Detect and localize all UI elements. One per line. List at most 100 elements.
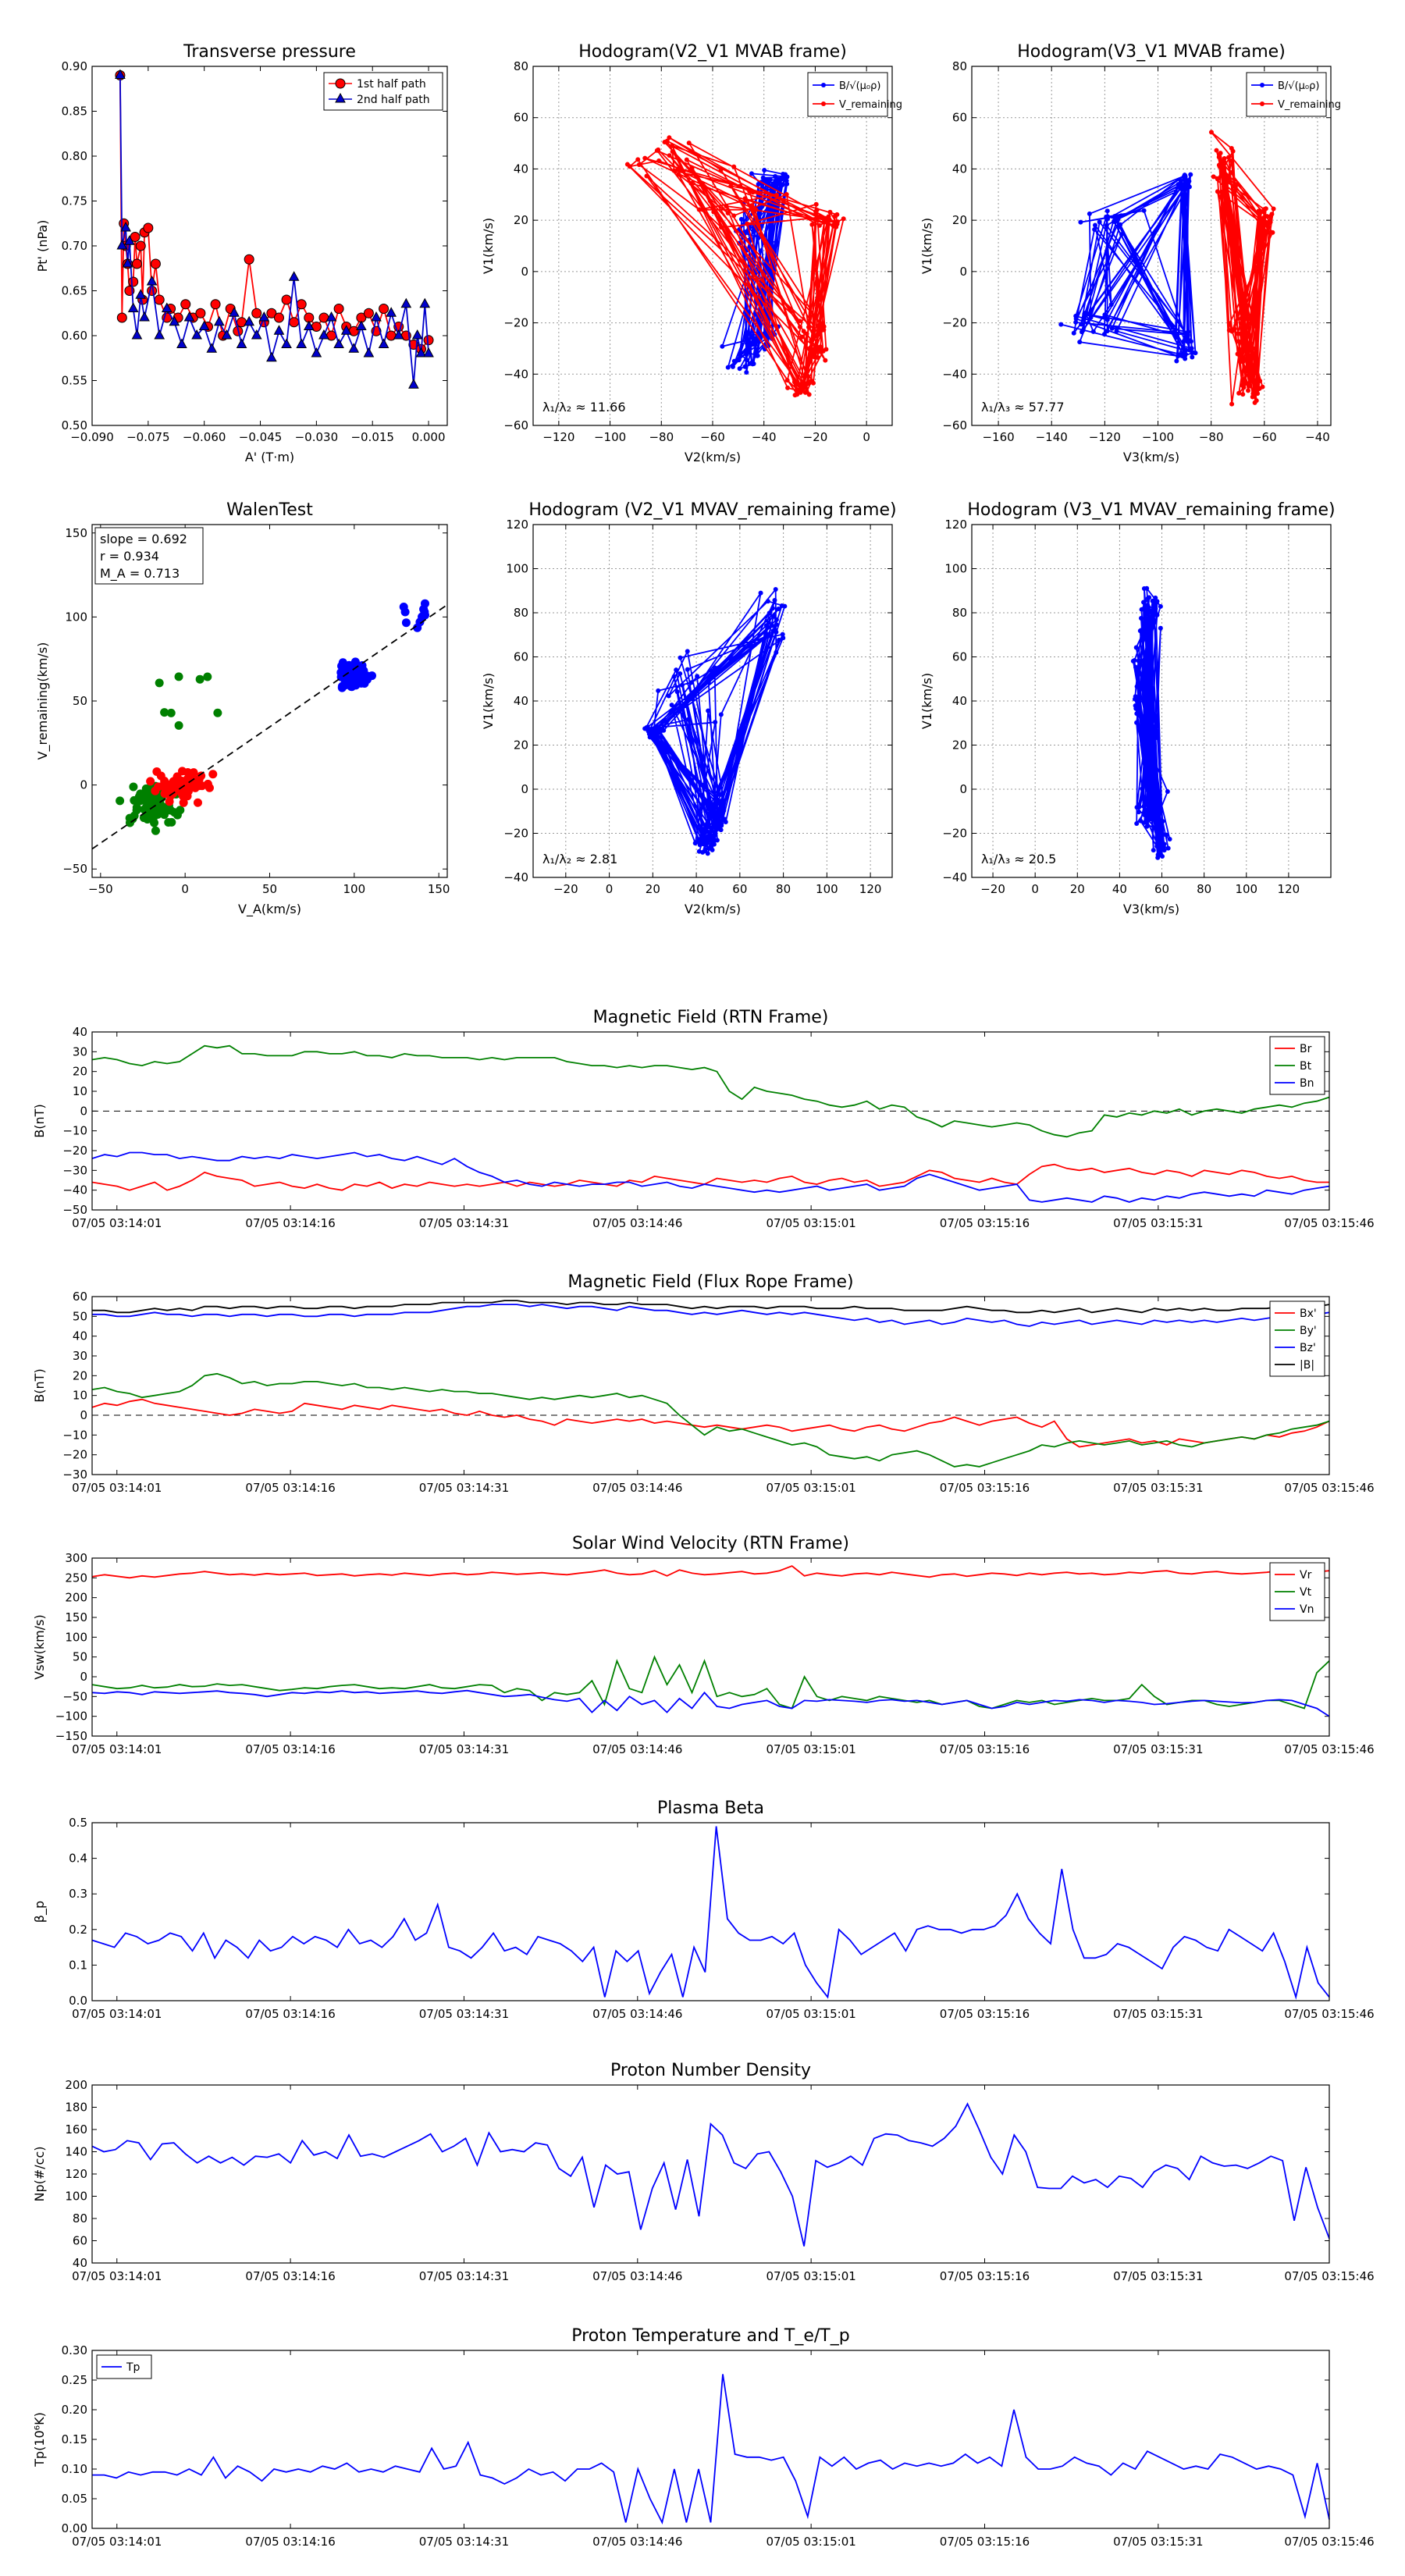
stats-text: M_A = 0.713 (100, 566, 180, 582)
y-tick-label: 100 (506, 562, 528, 576)
h1-v-point (724, 203, 729, 208)
h1-v-point (667, 135, 672, 141)
h2-v-point (1232, 183, 1238, 189)
pt-triangle-point (348, 343, 360, 353)
h4-b-point (1147, 737, 1153, 742)
x-tick-label: −60 (700, 430, 725, 444)
pt-triangle-point (135, 289, 147, 299)
h1-v-point (676, 172, 681, 177)
time-tick-label: 07/05 03:14:46 (592, 1216, 682, 1230)
y-tick-label: 10 (73, 1084, 87, 1098)
h2-b-point (1079, 322, 1084, 327)
pt-triangle-point (191, 329, 202, 340)
y-axis-label: V1(km/s) (919, 673, 934, 729)
y-tick-label: 150 (65, 526, 87, 540)
walen-point-red (190, 781, 200, 791)
h1-b-point (744, 369, 749, 375)
h4-b-point (1138, 628, 1144, 633)
y-tick-label: 30 (73, 1349, 87, 1363)
h2-b-point (1097, 219, 1102, 225)
h1-v-point (806, 324, 812, 329)
h4-b-point (1145, 624, 1151, 630)
time-tick-label: 07/05 03:15:01 (766, 2535, 855, 2549)
walen-point-green (166, 708, 176, 717)
walen-point-blue (401, 618, 411, 628)
x-tick-label: −50 (88, 882, 113, 896)
h4-b-point (1151, 598, 1157, 603)
pt-triangle-point (115, 69, 126, 79)
h3-b-point (716, 818, 721, 824)
h4-b-point (1133, 645, 1139, 650)
h2-v-point (1222, 175, 1227, 180)
h1-b-point (758, 248, 763, 254)
h1-b-point (744, 352, 749, 358)
walen-point-red (151, 786, 160, 795)
h1-b-point (731, 358, 737, 364)
h1-b-point (737, 366, 742, 372)
h3-b-point (772, 598, 777, 603)
h2-v-point (1229, 401, 1235, 407)
h1-b-point (744, 358, 749, 363)
h4-b-point (1133, 706, 1139, 711)
h1-b-point (774, 185, 780, 190)
time-tick-label: 07/05 03:15:31 (1113, 2269, 1203, 2283)
y-tick-label: 0.5 (69, 1816, 87, 1830)
h1-b-point (738, 216, 744, 222)
h1-v-point (809, 337, 814, 343)
chart-h2: −60 −40 −20 0 20 40 60 80 −160 −140 −120 −100 −80 −60… (942, 59, 1341, 444)
walen-point-blue (344, 660, 354, 670)
walen-point-green (155, 678, 164, 688)
time-tick-label: 07/05 03:14:01 (72, 2535, 162, 2549)
time-tick-label: 07/05 03:15:01 (766, 2007, 855, 2021)
h2-v-point (1229, 145, 1234, 151)
h1-v-point (784, 191, 789, 197)
h1-v-point (831, 222, 836, 228)
walen-point-green (213, 708, 222, 717)
h3-b-point (774, 617, 779, 622)
time-tick-label: 07/05 03:14:01 (72, 1481, 162, 1495)
h4-b-point (1158, 625, 1163, 631)
legend-marker (821, 101, 826, 106)
x-tick-label: 0 (1031, 882, 1039, 896)
series-By' (91, 1372, 1330, 1468)
pt-circle-point (131, 258, 142, 269)
x-tick-label: 0 (181, 882, 189, 896)
y-tick-label: 20 (952, 738, 967, 753)
walen-point-blue (419, 604, 429, 614)
walen-point-green (150, 795, 159, 805)
h1-v-point (664, 138, 670, 144)
h3-b-point (706, 708, 711, 713)
h2-v-point (1255, 391, 1261, 397)
h4-b-point (1134, 821, 1140, 827)
walen-point-green (151, 826, 160, 835)
h2-v-point (1241, 385, 1247, 390)
eigenvalue-ratio: λ₁/λ₂ ≈ 11.66 (542, 400, 626, 415)
h3-b-point (710, 802, 716, 807)
y-tick-label: 40 (73, 2256, 87, 2270)
h3-b-point (710, 847, 715, 852)
h4-b-point (1148, 799, 1154, 805)
pt-circle-point (281, 294, 292, 305)
time-tick-label: 07/05 03:14:16 (245, 2535, 335, 2549)
x-tick-label: 0.000 (412, 430, 446, 444)
time-tick-label: 07/05 03:14:31 (419, 2535, 509, 2549)
time-tick-label: 07/05 03:15:16 (940, 2535, 1030, 2549)
legend-label: Bx' (1300, 1308, 1317, 1320)
h4-b-point (1143, 690, 1148, 696)
h1-v-point (728, 183, 734, 189)
y-tick-label: 140 (65, 2145, 87, 2159)
h2-b-point (1108, 302, 1114, 308)
h4-b-point (1133, 696, 1138, 702)
h4-b-point (1146, 722, 1151, 728)
h3-b-point (683, 702, 688, 707)
pt-triangle-point (124, 235, 135, 245)
h2-b-point (1172, 332, 1178, 337)
h2-b-point (1181, 339, 1186, 344)
legend-box (1246, 72, 1327, 117)
y-tick-label: −20 (942, 827, 967, 841)
h2-v-point (1242, 376, 1247, 382)
h2-b-point (1073, 316, 1079, 322)
y-tick-label: −50 (62, 1203, 87, 1217)
pt-triangle-point (340, 325, 352, 335)
h2-b-point (1087, 211, 1092, 216)
